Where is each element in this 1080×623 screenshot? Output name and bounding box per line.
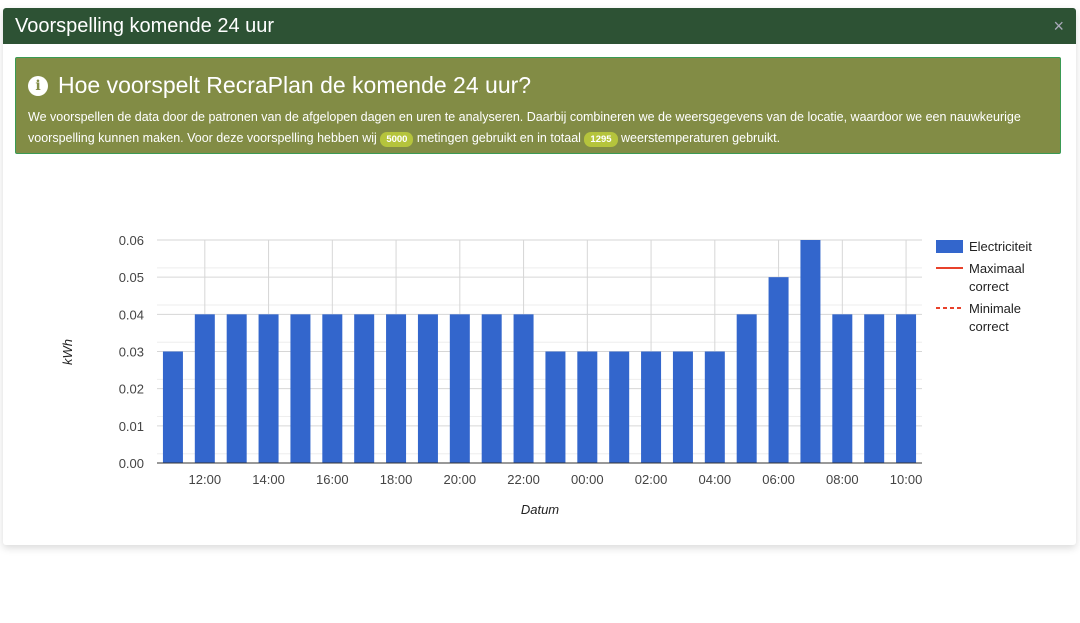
- bar-07:00: [800, 240, 821, 463]
- measurements-badge: 5000: [380, 132, 414, 147]
- bar-04:00: [704, 351, 725, 463]
- info-text: We voorspellen de data door de patronen …: [28, 107, 1048, 150]
- modal-title: Voorspelling komende 24 uur: [15, 14, 275, 37]
- bar-13:00: [226, 314, 247, 463]
- legend-label: Minimale: [969, 301, 1021, 316]
- x-tick-label: 00:00: [571, 472, 604, 487]
- y-tick-label: 0.06: [119, 233, 144, 248]
- info-title: Hoe voorspelt RecraPlan de komende 24 uu…: [58, 72, 532, 98]
- info-alert: i Hoe voorspelt RecraPlan de komende 24 u…: [15, 57, 1061, 154]
- legend-label: Electriciteit: [969, 239, 1032, 254]
- bar-12:00: [194, 314, 215, 463]
- bar-22:00: [513, 314, 534, 463]
- bar-16:00: [322, 314, 343, 463]
- info-icon: i: [28, 75, 48, 96]
- y-axis-title: kWh: [60, 339, 75, 365]
- bar-01:00: [609, 351, 630, 463]
- legend-label-cont: correct: [969, 319, 1009, 334]
- y-tick-label: 0.02: [119, 382, 144, 397]
- x-tick-label: 06:00: [762, 472, 795, 487]
- bar-05:00: [736, 314, 757, 463]
- x-tick-label: 14:00: [252, 472, 285, 487]
- y-tick-label: 0.05: [119, 270, 144, 285]
- bar-18:00: [386, 314, 407, 463]
- bar-06:00: [768, 277, 789, 463]
- x-tick-label: 04:00: [699, 472, 732, 487]
- bar-02:00: [641, 351, 662, 463]
- bar-19:00: [417, 314, 438, 463]
- temperatures-badge: 1295: [584, 132, 618, 147]
- x-tick-label: 18:00: [380, 472, 413, 487]
- x-tick-label: 16:00: [316, 472, 349, 487]
- bar-14:00: [258, 314, 279, 463]
- x-tick-label: 22:00: [507, 472, 540, 487]
- bar-11:00: [162, 351, 183, 463]
- y-tick-label: 0.01: [119, 419, 144, 434]
- bar-17:00: [354, 314, 375, 463]
- info-text-2: metingen gebruikt en in totaal: [413, 131, 585, 145]
- x-axis-title: Datum: [521, 502, 559, 517]
- legend-label-cont: correct: [969, 279, 1009, 294]
- y-tick-label: 0.03: [119, 345, 144, 360]
- y-tick-label: 0.04: [119, 307, 144, 322]
- bar-08:00: [832, 314, 853, 463]
- legend-label: Maximaal: [969, 261, 1025, 276]
- close-icon[interactable]: ×: [1053, 15, 1064, 36]
- x-tick-label: 08:00: [826, 472, 859, 487]
- bar-09:00: [864, 314, 885, 463]
- y-tick-label: 0.00: [119, 456, 144, 471]
- bar-20:00: [449, 314, 470, 463]
- x-tick-label: 12:00: [189, 472, 222, 487]
- bar-23:00: [545, 351, 566, 463]
- x-tick-label: 02:00: [635, 472, 668, 487]
- bar-00:00: [577, 351, 598, 463]
- x-tick-label: 10:00: [890, 472, 923, 487]
- info-heading: i Hoe voorspelt RecraPlan de komende 24 u…: [28, 72, 1048, 99]
- bar-03:00: [672, 351, 693, 463]
- info-text-1: We voorspellen de data door de patronen …: [28, 110, 1021, 145]
- modal-header: Voorspelling komende 24 uur ×: [3, 8, 1076, 44]
- bar-15:00: [290, 314, 311, 463]
- info-text-3: weerstemperaturen gebruikt.: [617, 131, 781, 145]
- bar-10:00: [896, 314, 917, 463]
- bar-21:00: [481, 314, 502, 463]
- legend-swatch-box: [936, 240, 963, 253]
- x-tick-label: 20:00: [444, 472, 477, 487]
